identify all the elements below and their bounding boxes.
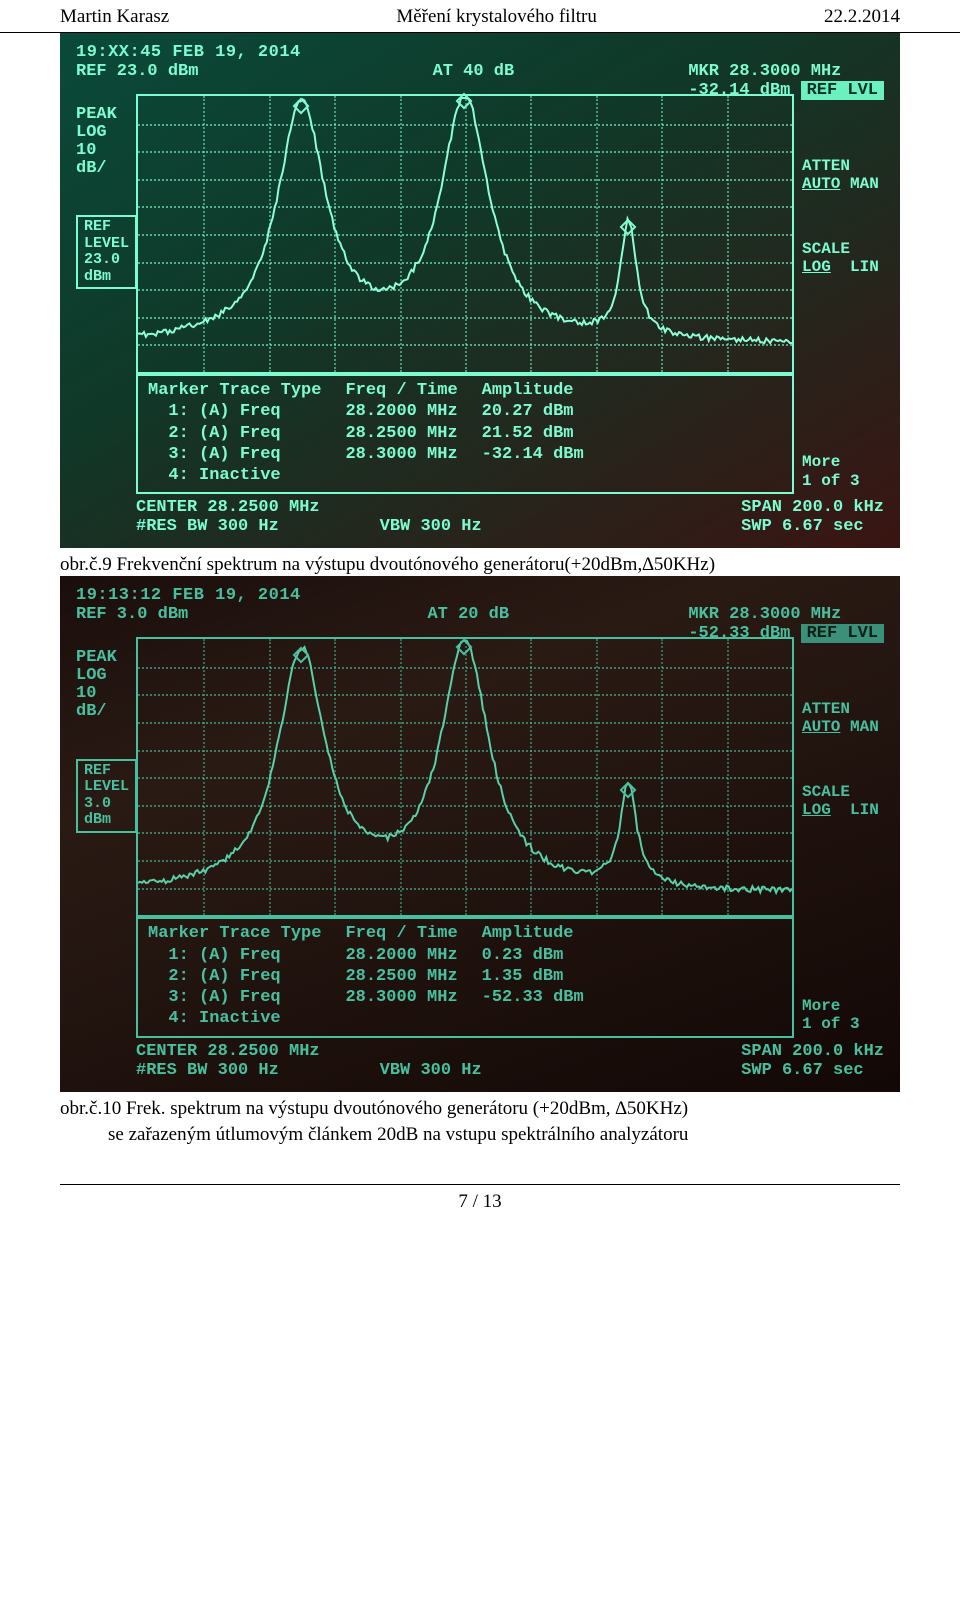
figure-2-caption-l1: obr.č.10 Frek. spektrum na výstupu dvout…: [60, 1098, 900, 1120]
atten-softkey[interactable]: ATTEN: [802, 701, 884, 719]
ref-level-text: REF 3.0 dBm: [76, 605, 188, 624]
ref-level-box-l2: 3.0 dBm: [84, 796, 129, 829]
sweep: SWP 6.67 sec: [741, 1061, 884, 1080]
marker-freq: MKR 28.3000 MHz: [688, 605, 884, 624]
page-header: Martin Karasz Měření krystalového filtru…: [0, 0, 960, 33]
left-axis-labels: PEAK LOG 10 dB/ REF LEVEL 23.0 dBm: [76, 94, 136, 374]
marker-table-2: Marker Trace Type 1: (A) Freq 2: (A) Fre…: [136, 917, 794, 1037]
scale-lin[interactable]: LIN: [850, 801, 879, 819]
marker-freq: MKR 28.3000 MHz: [688, 62, 884, 81]
spectrum-plot-2: [136, 637, 794, 917]
scale-softkey[interactable]: SCALE: [802, 241, 884, 259]
timestamp: 19:13:12 FEB 19, 2014: [76, 586, 884, 605]
more-page: 1 of 3: [802, 1015, 884, 1033]
ten-label: 10: [76, 685, 136, 703]
page-content: 19:XX:45 FEB 19, 2014 REF 23.0 dBm AT 40…: [0, 33, 960, 1166]
ref-level-box-l1: REF LEVEL: [84, 219, 129, 252]
figure-1: 19:XX:45 FEB 19, 2014 REF 23.0 dBm AT 40…: [60, 33, 900, 576]
ref-level-text: REF 23.0 dBm: [76, 62, 198, 81]
author: Martin Karasz: [60, 6, 169, 28]
doc-title: Měření krystalového filtru: [396, 6, 597, 28]
page-number: 7 / 13: [458, 1191, 501, 1212]
right-soft-labels: ATTEN AUTO MAN SCALE LOG LIN: [802, 94, 884, 374]
span: SPAN 200.0 kHz: [741, 498, 884, 517]
crt-screen-1: 19:XX:45 FEB 19, 2014 REF 23.0 dBm AT 40…: [60, 33, 900, 548]
more-label[interactable]: More: [802, 453, 884, 471]
log-label: LOG: [76, 124, 136, 142]
res-bw: #RES BW 300 Hz: [136, 1061, 320, 1080]
figure-2-caption-l2: se zařazeným útlumovým článkem 20dB na v…: [108, 1124, 900, 1146]
crt-screen-2: 19:13:12 FEB 19, 2014 REF 3.0 dBm AT 20 …: [60, 576, 900, 1091]
sweep: SWP 6.67 sec: [741, 517, 884, 536]
ref-level-box-l1: REF LEVEL: [84, 763, 129, 796]
peak-label: PEAK: [76, 649, 136, 667]
vbw: VBW 300 Hz: [380, 517, 482, 536]
more-label[interactable]: More: [802, 997, 884, 1015]
center-freq: CENTER 28.2500 MHz: [136, 1042, 320, 1061]
figure-1-caption: obr.č.9 Frekvenční spektrum na výstupu d…: [60, 554, 900, 576]
center-freq: CENTER 28.2500 MHz: [136, 498, 320, 517]
span: SPAN 200.0 kHz: [741, 1042, 884, 1061]
ref-level-box-l2: 23.0 dBm: [84, 252, 129, 285]
peak-label: PEAK: [76, 106, 136, 124]
timestamp: 19:XX:45 FEB 19, 2014: [76, 43, 884, 62]
marker-table-1: Marker Trace Type 1: (A) Freq 2: (A) Fre…: [136, 374, 794, 494]
right-soft-labels: ATTEN AUTO MAN SCALE LOG LIN: [802, 637, 884, 917]
atten-softkey[interactable]: ATTEN: [802, 158, 884, 176]
scale-lin[interactable]: LIN: [850, 258, 879, 276]
page-footer: 7 / 13: [60, 1184, 900, 1219]
dbdiv-label: dB/: [76, 160, 136, 178]
figure-2: 19:13:12 FEB 19, 2014 REF 3.0 dBm AT 20 …: [60, 576, 900, 1145]
atten-man[interactable]: MAN: [850, 175, 879, 193]
footer-row-1: CENTER 28.2500 MHz #RES BW 300 Hz VBW 30…: [136, 498, 884, 536]
scale-log[interactable]: LOG: [802, 258, 831, 276]
log-label: LOG: [76, 667, 136, 685]
scale-log[interactable]: LOG: [802, 801, 831, 819]
more-page: 1 of 3: [802, 472, 884, 490]
res-bw: #RES BW 300 Hz: [136, 517, 320, 536]
footer-row-2: CENTER 28.2500 MHz #RES BW 300 Hz VBW 30…: [136, 1042, 884, 1080]
dbdiv-label: dB/: [76, 703, 136, 721]
left-axis-labels: PEAK LOG 10 dB/ REF LEVEL 3.0 dBm: [76, 637, 136, 917]
atten-text: AT 40 dB: [433, 62, 515, 81]
ten-label: 10: [76, 142, 136, 160]
atten-man[interactable]: MAN: [850, 718, 879, 736]
doc-date: 22.2.2014: [824, 6, 900, 28]
atten-text: AT 20 dB: [427, 605, 509, 624]
scale-softkey[interactable]: SCALE: [802, 784, 884, 802]
atten-auto[interactable]: AUTO: [802, 718, 840, 736]
vbw: VBW 300 Hz: [380, 1061, 482, 1080]
spectrum-plot-1: [136, 94, 794, 374]
atten-auto[interactable]: AUTO: [802, 175, 840, 193]
